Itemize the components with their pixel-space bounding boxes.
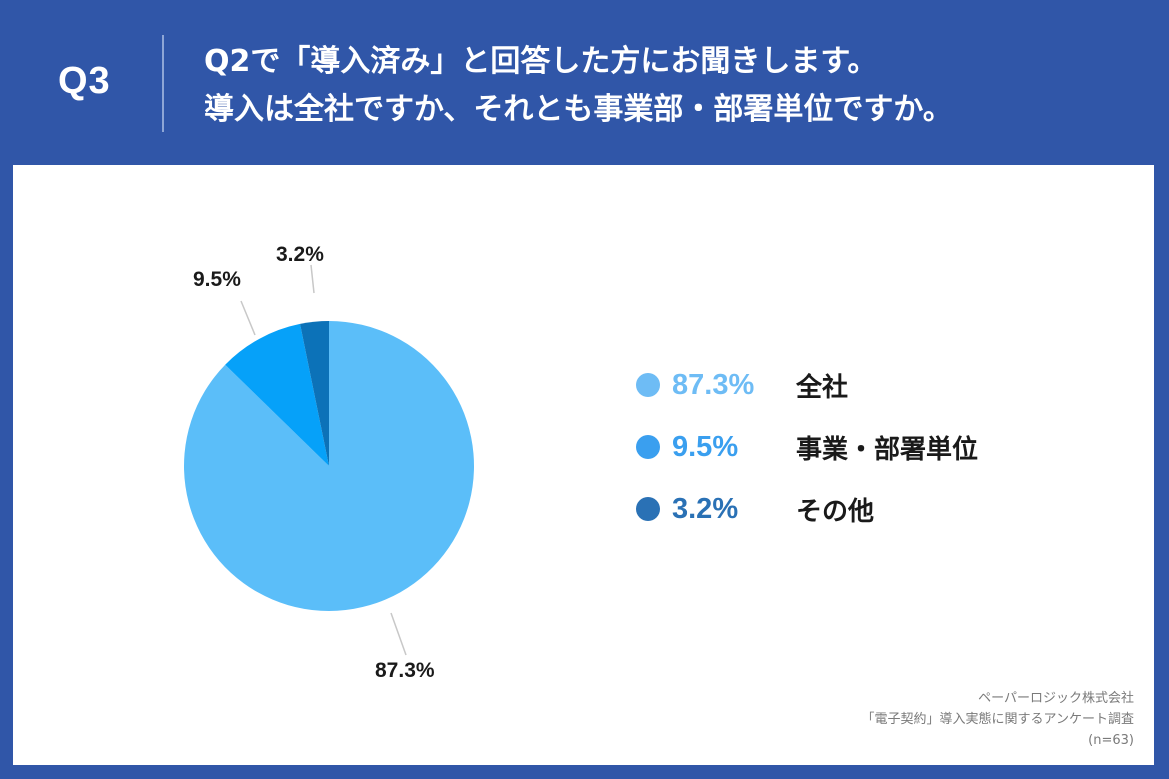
pie-slice-department	[225, 323, 329, 466]
slice-label-department: 9.5%	[193, 268, 241, 291]
legend-label: 事業・部署単位	[796, 434, 979, 465]
title-line-1: Q2で「導入済み」と回答した方にお聞きします。	[204, 44, 878, 79]
leader-line-department	[240, 300, 256, 336]
legend-item-department: 9.5% 事業・部署単位	[636, 416, 978, 478]
source-survey: 「電子契約」導入実態に関するアンケート調査	[861, 712, 1134, 727]
slice-label-all-company: 87.3%	[375, 659, 435, 682]
source-note: ペーパーロジック株式会社 「電子契約」導入実態に関するアンケート調査 (n=63…	[862, 688, 1134, 751]
leader-line-other	[310, 264, 315, 294]
pie-slice-other	[300, 321, 329, 466]
chart-panel: 3.2% 9.5% 87.3% 87.3% 全社 9.5% 事業・部署単位 3.…	[13, 165, 1154, 765]
legend-percent: 87.3%	[672, 368, 755, 401]
leader-line-all-company	[390, 612, 407, 656]
legend-item-other: 3.2% その他	[636, 478, 978, 540]
question-number: Q3	[58, 60, 111, 102]
legend-percent: 9.5%	[672, 430, 739, 463]
source-sample: (n=63)	[1088, 733, 1134, 748]
legend-dot-icon	[636, 373, 660, 397]
legend-item-all-company: 87.3% 全社	[636, 354, 978, 416]
legend-dot-icon	[636, 497, 660, 521]
legend-label: その他	[796, 496, 875, 527]
legend-dot-icon	[636, 435, 660, 459]
header: Q3 Q2で「導入済み」と回答した方にお聞きします。 導入は全社ですか、それとも…	[0, 0, 1169, 165]
title-line-2: 導入は全社ですか、それとも事業部・部署単位ですか。	[204, 92, 953, 127]
chart-legend: 87.3% 全社 9.5% 事業・部署単位 3.2% その他	[636, 354, 978, 540]
source-company: ペーパーロジック株式会社	[978, 691, 1134, 706]
legend-label: 全社	[796, 372, 849, 403]
pie-slices	[184, 321, 475, 611]
slice-label-other: 3.2%	[276, 243, 324, 266]
pie-slice-all-company	[184, 321, 475, 611]
legend-percent: 3.2%	[672, 492, 739, 525]
header-divider	[162, 35, 164, 132]
page-title: Q2で「導入済み」と回答した方にお聞きします。 導入は全社ですか、それとも事業部…	[204, 38, 953, 134]
pie-chart	[184, 264, 475, 656]
